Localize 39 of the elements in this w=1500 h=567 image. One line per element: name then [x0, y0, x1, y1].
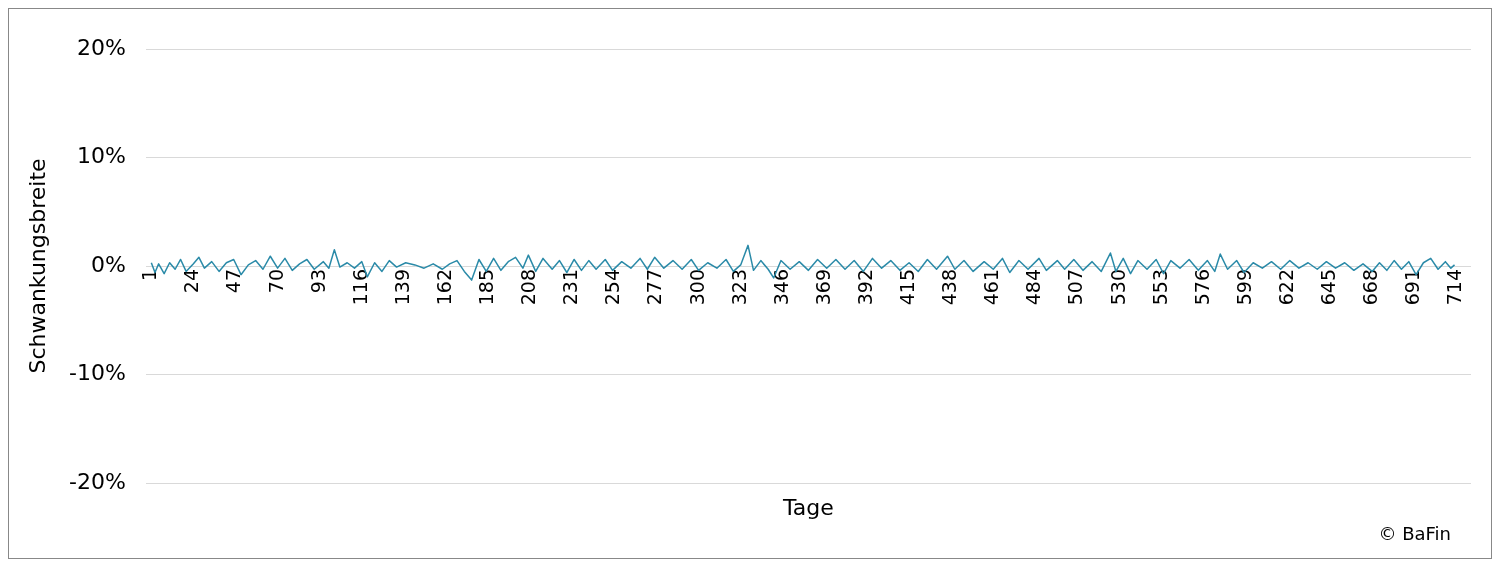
x-tick-label: 622 [1274, 269, 1297, 306]
x-tick-label: 461 [980, 269, 1003, 306]
x-tick-label: 24 [180, 269, 203, 294]
x-tick-label: 93 [306, 269, 329, 294]
x-tick-label: 70 [264, 269, 287, 294]
x-tick-label: 691 [1401, 269, 1424, 306]
y-tick-label: -10% [68, 360, 126, 386]
x-tick-label: 392 [853, 269, 876, 306]
x-tick-label: 208 [517, 269, 540, 306]
x-tick-label: 530 [1106, 269, 1129, 306]
x-tick-label: 507 [1064, 269, 1087, 306]
x-tick-label: 599 [1232, 269, 1255, 306]
y-tick-label: 10% [76, 143, 126, 169]
x-tick-label: 323 [727, 269, 750, 306]
x-tick-label: 484 [1022, 269, 1045, 306]
x-tick-label: 668 [1359, 269, 1382, 306]
y-tick-label: 20% [76, 34, 126, 60]
x-tick-label: 346 [769, 269, 792, 306]
x-tick-label: 415 [896, 269, 919, 306]
x-tick-label: 185 [475, 269, 498, 306]
x-tick-label: 576 [1190, 269, 1213, 306]
x-tick-label: 254 [601, 269, 624, 306]
x-tick-label: 553 [1148, 269, 1171, 306]
x-tick-label: 231 [559, 269, 582, 306]
x-tick-label: 300 [685, 269, 708, 306]
y-tick-label: -20% [68, 468, 126, 494]
x-tick-label: 139 [390, 269, 413, 306]
x-tick-label: 47 [222, 269, 245, 294]
x-axis-title: Tage [782, 494, 834, 520]
x-tick-label: 369 [811, 269, 834, 306]
x-tick-label: 116 [348, 269, 371, 306]
text: © BaFin [1378, 522, 1451, 544]
y-tick-label: 0% [90, 251, 126, 277]
x-tick-label: 162 [432, 269, 455, 306]
x-tick-label: 438 [938, 269, 961, 306]
y-axis-title: Schwankungsbreite [24, 158, 50, 374]
x-tick-label: 277 [643, 269, 666, 306]
x-tick-label: 645 [1317, 269, 1339, 306]
x-tick-label: 714 [1443, 269, 1466, 306]
